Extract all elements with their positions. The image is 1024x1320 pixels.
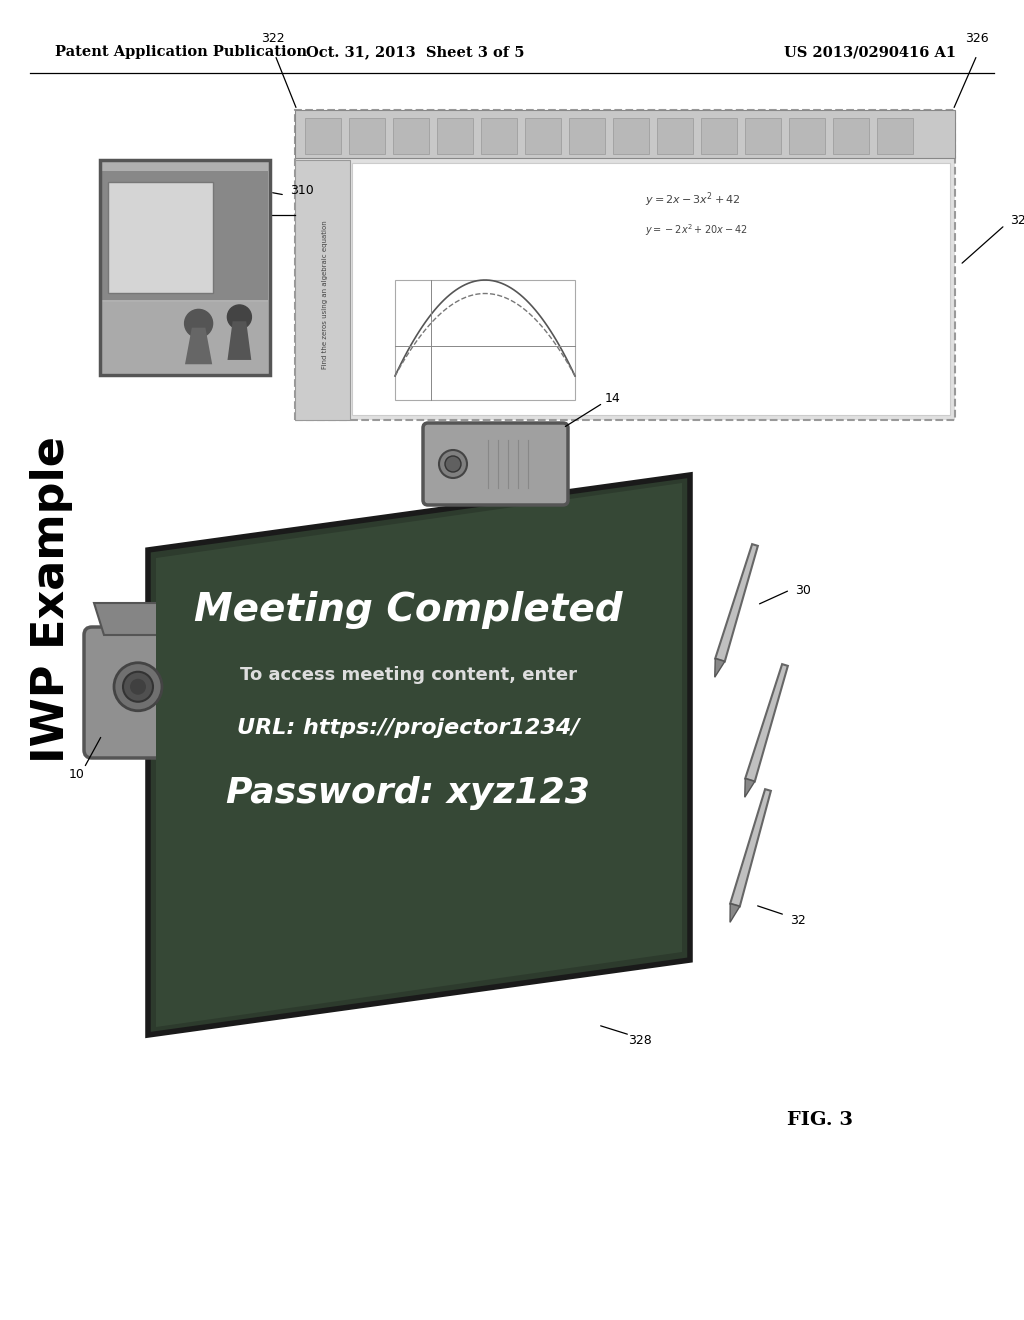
Circle shape bbox=[439, 450, 467, 478]
Circle shape bbox=[445, 455, 461, 473]
Bar bbox=[100, 160, 270, 375]
FancyBboxPatch shape bbox=[423, 422, 568, 506]
FancyBboxPatch shape bbox=[84, 627, 193, 758]
Text: Find the zeros using an algebraic equation: Find the zeros using an algebraic equati… bbox=[322, 220, 328, 370]
FancyBboxPatch shape bbox=[295, 110, 955, 420]
Circle shape bbox=[227, 305, 252, 329]
Bar bbox=[790, 117, 825, 154]
Text: 326: 326 bbox=[966, 32, 989, 45]
Bar bbox=[295, 110, 955, 158]
Bar bbox=[877, 117, 913, 154]
Polygon shape bbox=[745, 664, 787, 781]
Text: Patent Application Publication: Patent Application Publication bbox=[55, 45, 307, 59]
Polygon shape bbox=[730, 904, 739, 923]
Text: 324: 324 bbox=[1010, 214, 1024, 227]
Circle shape bbox=[123, 672, 153, 702]
Bar bbox=[295, 160, 350, 420]
Bar bbox=[305, 117, 341, 154]
Text: Password: xyz123: Password: xyz123 bbox=[226, 776, 590, 810]
Polygon shape bbox=[715, 544, 758, 661]
Circle shape bbox=[130, 678, 146, 694]
Text: 14: 14 bbox=[605, 392, 621, 404]
Bar bbox=[569, 117, 605, 154]
Bar bbox=[352, 162, 950, 414]
Polygon shape bbox=[715, 659, 725, 677]
Text: 30: 30 bbox=[795, 583, 811, 597]
Bar bbox=[102, 170, 268, 300]
Bar bbox=[481, 117, 517, 154]
Text: FIG. 3: FIG. 3 bbox=[787, 1111, 853, 1129]
Bar bbox=[657, 117, 693, 154]
Text: $y = 2x - 3x^2 + 42$: $y = 2x - 3x^2 + 42$ bbox=[645, 190, 741, 210]
Text: $y = -2x^2 + 20x - 42$: $y = -2x^2 + 20x - 42$ bbox=[645, 222, 748, 238]
Bar bbox=[395, 280, 575, 400]
Text: 322: 322 bbox=[261, 32, 285, 45]
Polygon shape bbox=[744, 779, 755, 797]
Text: Meeting Completed: Meeting Completed bbox=[194, 591, 623, 630]
Bar bbox=[108, 181, 213, 293]
Text: URL: https://projector1234/: URL: https://projector1234/ bbox=[237, 718, 580, 738]
Text: IWP Example: IWP Example bbox=[31, 437, 74, 763]
Bar bbox=[701, 117, 737, 154]
Polygon shape bbox=[94, 603, 182, 635]
Text: 10: 10 bbox=[69, 768, 85, 781]
Text: 310: 310 bbox=[290, 183, 313, 197]
Bar bbox=[613, 117, 649, 154]
Polygon shape bbox=[730, 789, 771, 907]
Polygon shape bbox=[185, 327, 212, 364]
Bar bbox=[437, 117, 473, 154]
Polygon shape bbox=[156, 483, 682, 1027]
Bar bbox=[393, 117, 429, 154]
Bar bbox=[745, 117, 781, 154]
Text: Oct. 31, 2013  Sheet 3 of 5: Oct. 31, 2013 Sheet 3 of 5 bbox=[306, 45, 524, 59]
Bar bbox=[833, 117, 869, 154]
Circle shape bbox=[184, 309, 213, 338]
Text: US 2013/0290416 A1: US 2013/0290416 A1 bbox=[784, 45, 956, 59]
Polygon shape bbox=[148, 475, 690, 1035]
Bar bbox=[102, 302, 268, 374]
Text: 32: 32 bbox=[790, 913, 806, 927]
Circle shape bbox=[114, 663, 162, 710]
Text: 328: 328 bbox=[628, 1034, 652, 1047]
Bar bbox=[349, 117, 385, 154]
Text: 320: 320 bbox=[244, 209, 267, 222]
Polygon shape bbox=[227, 321, 251, 360]
Bar bbox=[100, 160, 270, 375]
Bar bbox=[525, 117, 561, 154]
Text: To access meeting content, enter: To access meeting content, enter bbox=[240, 667, 577, 684]
